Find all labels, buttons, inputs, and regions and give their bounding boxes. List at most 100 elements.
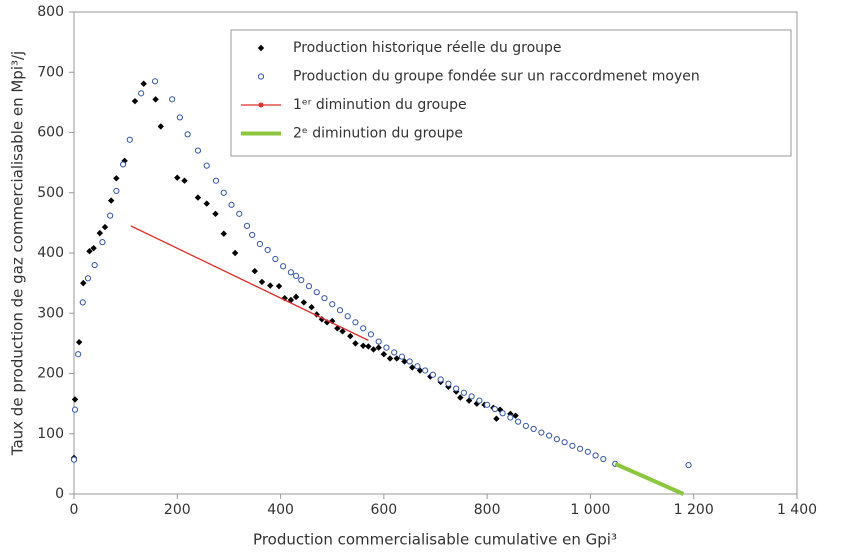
y-tick-label: 100 <box>37 426 64 442</box>
legend-marker <box>258 102 264 108</box>
data-point <box>151 78 159 85</box>
data-point <box>99 239 106 246</box>
data-point <box>457 394 464 401</box>
data-point <box>569 442 576 449</box>
data-point <box>84 275 92 282</box>
data-point <box>409 364 416 371</box>
data-point <box>499 410 506 417</box>
data-point <box>406 358 413 365</box>
data-point <box>468 393 475 400</box>
data-point <box>79 299 86 306</box>
data-point <box>287 269 294 276</box>
data-point <box>360 342 367 349</box>
data-point <box>212 177 220 184</box>
data-point <box>313 289 320 296</box>
data-point <box>546 432 553 439</box>
data-point <box>71 406 79 413</box>
legend-marker <box>257 44 265 52</box>
data-point <box>386 355 394 362</box>
data-line <box>614 462 685 496</box>
data-point <box>75 338 83 346</box>
data-point <box>220 189 227 196</box>
data-point <box>584 448 591 455</box>
data-point <box>70 456 78 463</box>
data-point <box>561 439 568 446</box>
data-point <box>460 389 468 396</box>
data-point <box>113 187 120 195</box>
data-point <box>329 301 336 308</box>
data-point <box>344 313 351 320</box>
data-point <box>339 328 346 335</box>
legend-label: Production du groupe fondée sur un racco… <box>293 69 700 85</box>
data-point <box>292 293 300 301</box>
data-point <box>131 97 139 105</box>
data-point <box>321 295 328 302</box>
data-point <box>522 422 529 430</box>
y-tick-label: 300 <box>37 305 64 321</box>
y-tick-label: 0 <box>55 486 64 502</box>
data-point <box>298 277 305 284</box>
data-point <box>174 174 181 181</box>
data-point <box>243 222 251 229</box>
data-point <box>383 344 390 351</box>
data-point <box>194 147 202 154</box>
data-point <box>352 319 359 326</box>
data-point <box>437 376 444 383</box>
legend-label: 2ᵉ diminution du groupe <box>293 126 463 142</box>
x-tick-label: 1 200 <box>674 502 714 518</box>
data-point <box>138 90 145 97</box>
data-point <box>86 247 93 255</box>
data-point <box>80 279 87 287</box>
x-tick-label: 1 400 <box>777 502 817 518</box>
data-point <box>231 249 239 257</box>
data-point <box>375 338 382 345</box>
data-point <box>96 229 104 237</box>
data-point <box>280 263 287 270</box>
data-point <box>184 131 191 138</box>
data-point <box>176 114 183 121</box>
data-point <box>308 304 315 311</box>
data-point <box>352 340 359 347</box>
data-point <box>375 344 382 351</box>
data-point <box>347 332 354 340</box>
data-point <box>71 396 79 403</box>
y-tick-label: 700 <box>37 64 64 80</box>
x-tick-label: 200 <box>164 502 191 518</box>
y-tick-label: 500 <box>37 185 64 201</box>
legend-box <box>230 29 792 157</box>
data-point <box>113 175 120 182</box>
data-point <box>370 346 377 353</box>
data-point <box>512 412 519 419</box>
data-point <box>401 358 408 365</box>
data-point <box>398 353 406 360</box>
data-point <box>126 136 133 143</box>
x-tick-label: 0 <box>70 502 79 518</box>
data-point <box>305 283 313 290</box>
x-tick-label: 600 <box>370 502 397 518</box>
data-point <box>592 452 599 459</box>
data-point <box>101 223 109 231</box>
data-point <box>203 162 210 169</box>
data-point <box>203 200 210 207</box>
y-tick-label: 200 <box>37 366 64 382</box>
data-point <box>484 401 491 408</box>
data-point <box>515 418 522 425</box>
data-point <box>414 363 421 370</box>
x-tick-label: 1 000 <box>570 502 610 518</box>
data-point <box>393 355 400 362</box>
data-point <box>600 455 607 463</box>
data-point <box>152 96 159 103</box>
data-point <box>422 367 429 374</box>
data-point <box>169 96 176 103</box>
data-point <box>380 351 388 358</box>
data-point <box>258 278 266 286</box>
data-point <box>264 246 271 254</box>
data-point <box>445 380 452 387</box>
data-point <box>491 405 498 413</box>
data-point <box>75 351 82 358</box>
y-axis-title: Taux de production de gaz commercialisab… <box>9 51 27 456</box>
data-point <box>685 461 692 469</box>
data-point <box>251 267 258 275</box>
legend-label: 1ᵉʳ diminution du groupe <box>293 97 467 113</box>
y-tick-label: 800 <box>37 4 64 20</box>
